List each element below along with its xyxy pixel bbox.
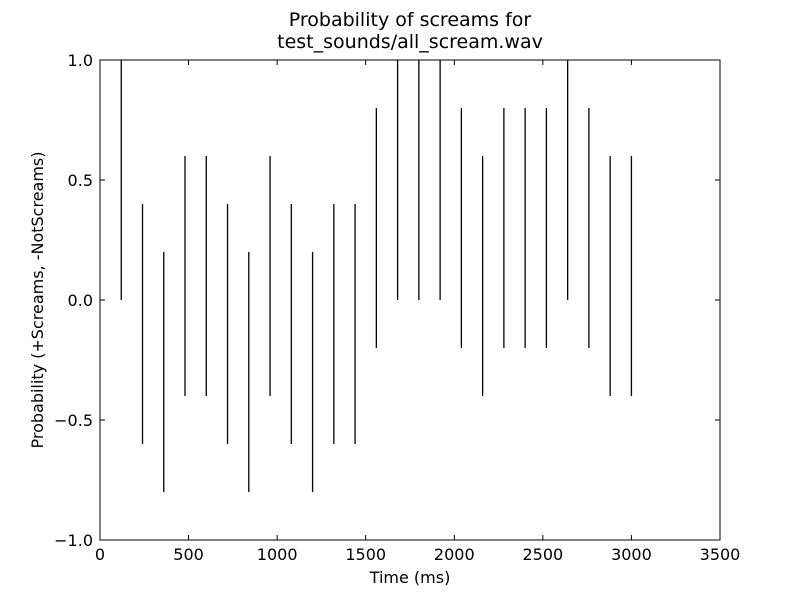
- x-tick-label: 0: [95, 545, 105, 564]
- y-axis-title: Probability (+Screams, -NotScreams): [28, 151, 47, 448]
- axis-ticks: 0 500 1000 1500 2000 2500 3000 3500 −1.0 −0.5 0.0 0…: [54, 51, 740, 564]
- y-tick-label: 0.5: [68, 171, 93, 190]
- x-axis-title: Time (ms): [369, 568, 451, 587]
- x-tick-label: 1000: [257, 545, 298, 564]
- y-tick-label: 1.0: [68, 51, 93, 70]
- x-tick-label: 2500: [522, 545, 563, 564]
- x-tick-label: 1500: [345, 545, 386, 564]
- vlines-series: [120, 60, 633, 492]
- plot-frame: [99, 59, 721, 541]
- x-tick-label: 2000: [434, 545, 475, 564]
- x-tick-label: 3500: [700, 545, 741, 564]
- x-tick-label: 3000: [611, 545, 652, 564]
- y-tick-label: 0.0: [68, 291, 93, 310]
- chart-title: Probability of screams for: [289, 9, 532, 31]
- chart-subtitle: test_sounds/all_scream.wav: [277, 31, 543, 53]
- x-tick-label: 500: [173, 545, 204, 564]
- y-tick-label: −1.0: [54, 531, 93, 550]
- y-tick-label: −0.5: [54, 411, 93, 430]
